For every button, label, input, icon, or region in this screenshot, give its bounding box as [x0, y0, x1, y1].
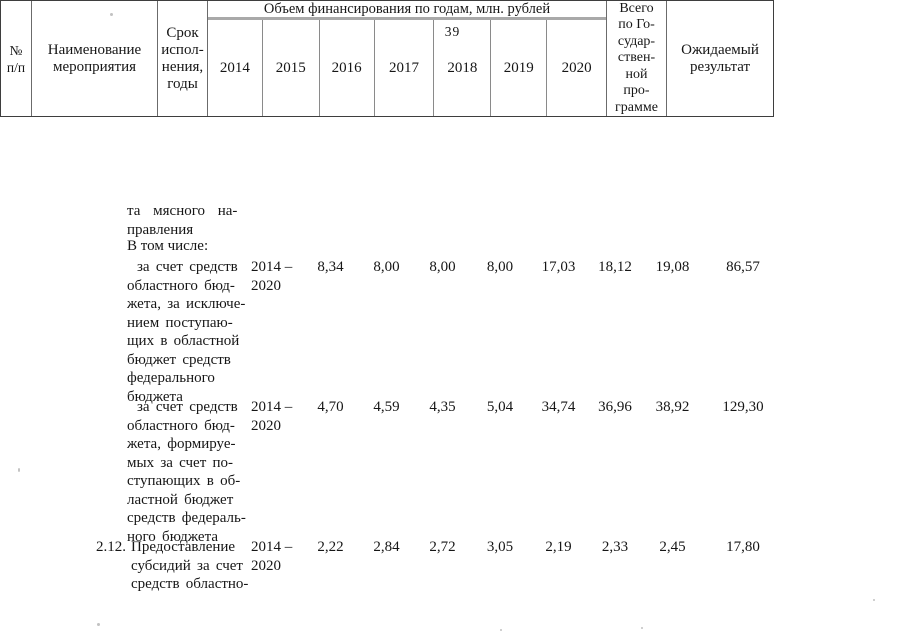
header-years-group: Объем финансирования по годам, млн. рубл… [208, 1, 607, 116]
header-years-row: 2014 2015 2016 2017 2018 2019 2020 [208, 20, 606, 116]
row-term: 2014 – 2020 [251, 259, 293, 294]
row-value-2020: 38,92 [655, 399, 690, 415]
row-values: 2,22 2,84 2,72 3,05 2,19 2,33 2,45 [303, 538, 702, 557]
financing-table-header: № п/п Наименование мероприятия Срок испо… [0, 0, 774, 117]
scan-artifact [641, 627, 643, 629]
header-year-2019: 2019 [491, 20, 548, 116]
scan-artifact [500, 629, 502, 631]
row-value-2019: 2,33 [601, 539, 629, 555]
header-year-2018: 2018 [434, 20, 492, 116]
header-cell-num: № п/п [1, 1, 32, 116]
row-name: Предоставление субсидий за счет средств … [131, 539, 249, 592]
row-value-2015: 4,59 [373, 399, 400, 415]
row-value-2016: 8,00 [429, 259, 456, 275]
row-value-2017: 5,04 [486, 399, 514, 415]
row-term: 2014 – 2020 [251, 399, 293, 434]
row-total: 129,30 [722, 399, 764, 415]
row-total: 86,57 [726, 259, 760, 275]
row-value-2020: 19,08 [655, 259, 690, 275]
scan-artifact [110, 13, 113, 16]
row-value-2016: 2,72 [429, 539, 456, 555]
carryover-text: та мясного на- правления [127, 203, 238, 238]
page-number: 39 [444, 24, 461, 39]
row-value-2017: 8,00 [486, 259, 514, 275]
header-cell-term: Срок испол- нения, годы [158, 1, 208, 116]
row-value-2020: 2,45 [659, 539, 686, 555]
row-term: 2014 – 2020 [251, 539, 293, 574]
row-value-2019: 18,12 [598, 259, 632, 275]
header-cell-total: Всего по Го- судар- ствен- ной про- грам… [607, 1, 667, 116]
row-value-2014: 8,34 [317, 259, 344, 275]
scan-artifact [97, 623, 100, 626]
row-value-2017: 3,05 [486, 539, 514, 555]
row-total: 17,80 [726, 539, 760, 555]
header-year-2016: 2016 [320, 20, 375, 116]
row-value-2015: 2,84 [373, 539, 400, 555]
row-name: за счет средств областного бюд- жета, фо… [127, 399, 246, 545]
row-name: за счет средств областного бюд- жета, за… [127, 259, 246, 405]
row-value-2018: 2,19 [545, 539, 572, 555]
header-cell-name: Наименование мероприятия [32, 1, 158, 116]
row-value-2016: 4,35 [429, 399, 456, 415]
header-year-2020: 2020 [561, 59, 592, 76]
row-value-2014: 2,22 [317, 539, 344, 555]
row-value-2014: 4,70 [317, 399, 344, 415]
row-value-2018: 34,74 [541, 399, 576, 415]
row-number: 2.12. [96, 539, 126, 555]
row-value-2018: 17,03 [541, 259, 576, 275]
row-value-2015: 8,00 [373, 259, 400, 275]
header-finance-span-title: Объем финансирования по годам, млн. рубл… [208, 1, 606, 20]
including-label: В том числе: [127, 238, 209, 254]
header-cell-result: Ожидаемый результат [681, 41, 759, 75]
scan-artifact [873, 599, 875, 601]
header-year-2015: 2015 [263, 20, 320, 116]
row-values: 4,70 4,59 4,35 5,04 34,74 36,96 38,92 [303, 398, 702, 417]
row-value-2019: 36,96 [598, 399, 632, 415]
scan-artifact [18, 468, 20, 472]
header-year-2014: 2014 [208, 20, 263, 116]
row-values: 8,34 8,00 8,00 8,00 17,03 18,12 19,08 [303, 258, 702, 277]
header-year-2017: 2017 [375, 20, 435, 116]
